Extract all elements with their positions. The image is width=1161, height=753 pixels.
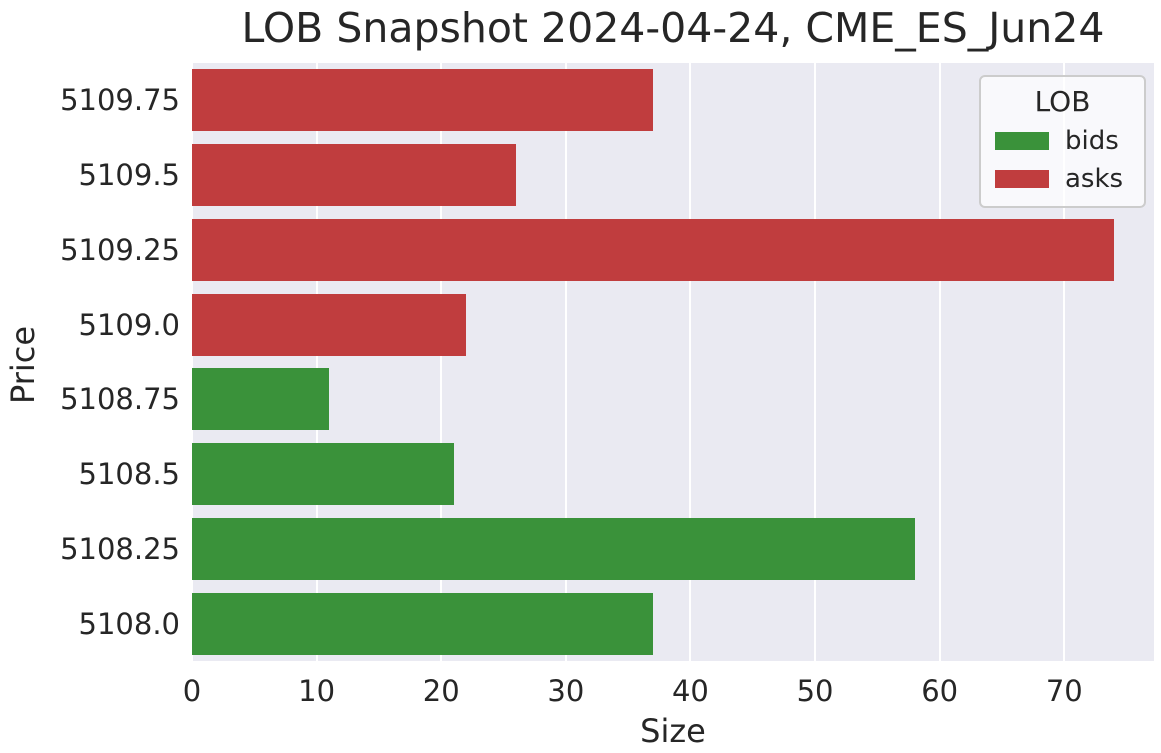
xtick-40: 40: [671, 674, 709, 708]
ytick-5108.0: 5108.0: [78, 606, 180, 641]
legend-label-bids: bids: [1065, 126, 1119, 156]
legend-title: LOB: [1034, 85, 1091, 118]
gridline-x-70: [1063, 63, 1066, 661]
ytick-5108.75: 5108.75: [60, 382, 180, 417]
bar-asks-5109.25: [192, 218, 1115, 281]
bar-asks-5109.75: [192, 69, 654, 132]
bar-asks-5109.5: [192, 144, 516, 207]
bar-bids-5108.25: [192, 517, 915, 580]
legend-label-asks: asks: [1065, 164, 1124, 194]
bar-bids-5108.75: [192, 368, 330, 431]
bar-bids-5108.0: [192, 592, 654, 655]
bar-bids-5108.5: [192, 443, 454, 506]
chart-title: LOB Snapshot 2024-04-24, CME_ES_Jun24: [241, 4, 1105, 52]
y-axis-ticks: 5109.75 5109.5 5109.25 5109.0 5108.75 5108.5 5…: [0, 63, 180, 661]
bar-asks-5109.0: [192, 293, 467, 356]
xtick-20: 20: [422, 674, 460, 708]
gridline-x-40: [689, 63, 692, 661]
gridline-x-50: [814, 63, 817, 661]
plot-area: LOB bids asks: [192, 63, 1154, 661]
gridline-x-30: [564, 63, 567, 661]
ytick-5109.25: 5109.25: [60, 232, 180, 267]
ytick-5108.25: 5108.25: [60, 531, 180, 566]
x-axis-label: Size: [640, 712, 706, 750]
gridline-x-20: [440, 63, 443, 661]
x-axis-ticks: 0 10 20 30 40 50 60 70: [183, 674, 1154, 710]
xtick-10: 10: [298, 674, 336, 708]
legend-swatch-bids: [995, 132, 1049, 150]
xtick-30: 30: [547, 674, 585, 708]
gridline-x-60: [938, 63, 941, 661]
ytick-5109.0: 5109.0: [78, 307, 180, 342]
xtick-70: 70: [1045, 674, 1083, 708]
ytick-5108.5: 5108.5: [78, 457, 180, 492]
ytick-5109.5: 5109.5: [78, 158, 180, 193]
ytick-5109.75: 5109.75: [60, 83, 180, 118]
xtick-60: 60: [921, 674, 959, 708]
xtick-0: 0: [182, 674, 202, 708]
gridline-x-0: [192, 63, 193, 661]
legend-entry-asks: asks: [995, 164, 1130, 194]
gridline-x-10: [315, 63, 318, 661]
legend-swatch-asks: [995, 170, 1049, 188]
legend: LOB bids asks: [979, 75, 1146, 208]
legend-entry-bids: bids: [995, 126, 1130, 156]
xtick-50: 50: [796, 674, 834, 708]
legend-items: bids asks: [995, 126, 1130, 194]
